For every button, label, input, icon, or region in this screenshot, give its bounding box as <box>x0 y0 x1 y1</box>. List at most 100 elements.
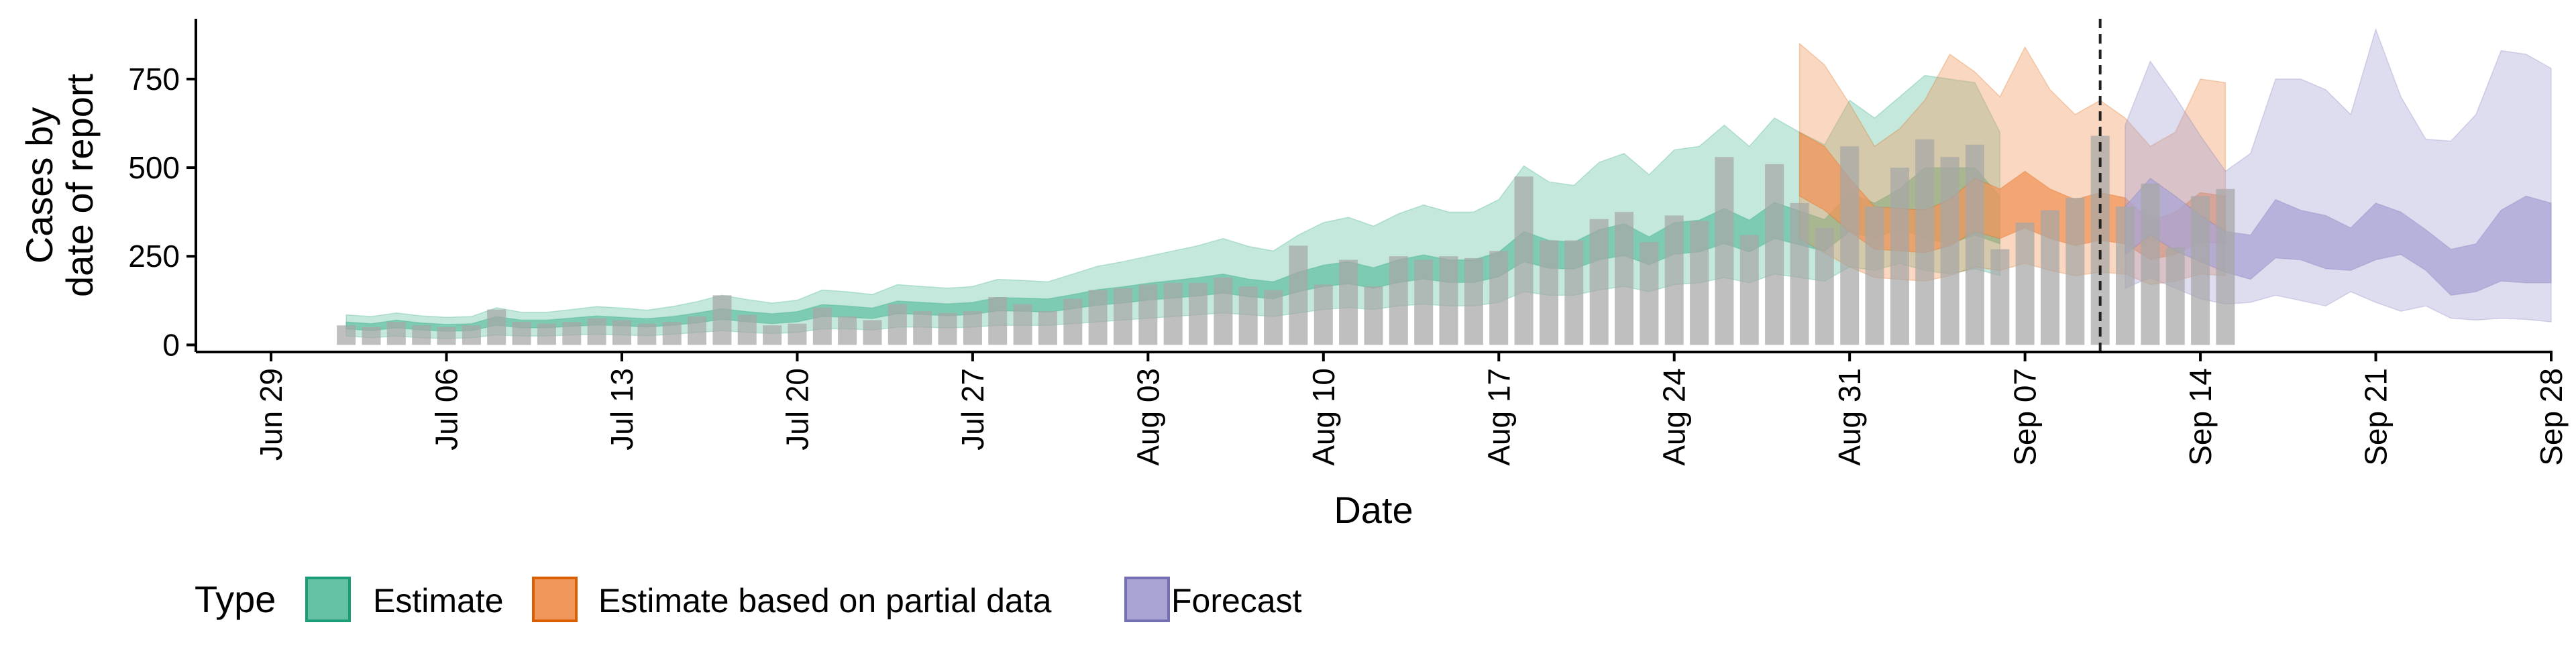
y-axis-title-line: date of report <box>58 74 101 298</box>
reported-cases-bar <box>1739 235 1759 345</box>
reported-cases-bar <box>587 318 606 345</box>
reported-cases-bar <box>1564 240 1584 345</box>
reported-cases-bar <box>512 322 531 345</box>
reported-cases-bar <box>763 325 782 345</box>
x-tick-label: Jun 29 <box>254 368 288 461</box>
reported-cases-bar <box>1890 168 1909 345</box>
legend-label: Estimate based on partial data <box>598 582 1052 620</box>
reported-cases-bar <box>1339 259 1358 345</box>
reported-cases-bar <box>1540 240 1558 345</box>
reported-cases-bar <box>1364 286 1383 345</box>
x-tick-label: Sep 21 <box>2359 368 2394 466</box>
reported-cases-bar <box>1840 146 1860 345</box>
reported-cases-bar <box>1765 164 1784 345</box>
legend-key-swatch <box>305 577 351 622</box>
reported-cases-bar <box>1664 215 1684 345</box>
reported-cases-bar <box>1915 139 1935 345</box>
reported-cases-bar <box>1138 284 1158 345</box>
reported-cases-bar <box>362 327 381 345</box>
reported-cases-bar <box>1489 251 1509 345</box>
reported-cases-bar <box>1865 207 1884 345</box>
reported-cases-bar <box>1389 256 1408 345</box>
reported-cases-bar <box>938 312 957 345</box>
x-tick-label: Sep 28 <box>2534 368 2569 466</box>
reported-cases-bar <box>688 316 706 345</box>
reported-cases-bar <box>1640 242 1659 345</box>
reported-cases-bar <box>1063 298 1083 345</box>
legend-key-swatch <box>532 577 578 622</box>
reported-cases-bar <box>2065 198 2085 345</box>
reported-cases-bar <box>1940 157 1960 345</box>
reported-cases-bar <box>1790 202 1809 345</box>
legend-key-swatch <box>1124 577 1170 622</box>
reported-cases-bar <box>1965 144 1984 345</box>
reported-cases-bar <box>462 325 481 345</box>
x-tick-label: Jul 13 <box>604 368 639 451</box>
reported-cases-bar <box>437 327 456 345</box>
reported-cases-bar <box>712 295 732 345</box>
reported-cases-bar <box>2141 183 2160 345</box>
reported-cases-bar <box>1815 227 1834 345</box>
y-tick-label: 500 <box>128 150 180 185</box>
x-tick-label: Aug 17 <box>1481 368 1516 466</box>
reported-cases-bar <box>1289 245 1308 345</box>
y-tick-label: 750 <box>128 62 180 97</box>
y-axis-title-line: Cases by <box>18 107 60 263</box>
reported-cases-bar <box>412 325 431 345</box>
reported-cases-bar <box>2165 247 2185 345</box>
x-tick-label: Aug 24 <box>1657 368 1692 466</box>
legend: Type Estimate Estimate based on partial da… <box>195 577 1302 622</box>
x-tick-label: Aug 10 <box>1306 368 1341 466</box>
reported-cases-bar <box>562 322 582 345</box>
reported-cases-bar <box>1163 282 1183 345</box>
reported-cases-bar <box>888 304 907 345</box>
legend-title: Type <box>195 578 276 620</box>
reported-cases-bar <box>537 323 556 345</box>
reported-cases-bar <box>1990 249 2010 345</box>
reported-cases-bar <box>2041 210 2059 345</box>
reported-cases-bar <box>1264 290 1283 345</box>
reported-cases-bar <box>1088 290 1108 345</box>
reported-cases-bar <box>1514 176 1534 345</box>
reported-cases-bar <box>788 323 807 345</box>
reported-cases-bar <box>913 311 932 345</box>
x-tick-label: Sep 07 <box>2008 368 2043 466</box>
reported-cases-bar <box>1214 278 1233 345</box>
reported-cases-bar <box>386 322 406 345</box>
reported-cases-bar <box>838 316 857 345</box>
x-tick-label: Aug 03 <box>1130 368 1165 466</box>
reported-cases-bar <box>1615 212 1633 345</box>
reported-cases-bar <box>2191 196 2210 345</box>
reported-cases-bar <box>1114 288 1132 345</box>
y-tick-label: 250 <box>128 239 180 274</box>
reported-cases-bar <box>1313 284 1333 345</box>
y-tick-label: 0 <box>162 327 180 362</box>
x-tick-label: Jul 27 <box>955 368 990 451</box>
reported-cases-bar <box>1715 157 1734 345</box>
bar-layer <box>337 135 2235 345</box>
reported-cases-bar <box>2116 207 2135 345</box>
reported-cases-bar <box>1439 256 1458 345</box>
x-tick-label: Sep 14 <box>2183 368 2218 466</box>
reported-cases-bar <box>812 307 832 345</box>
axes-layer: 0 250 500 750 Jun 29 Jul 06 Jul 13 Jul 20 Jul 27… <box>18 19 2569 531</box>
reported-cases-bar <box>487 309 506 345</box>
legend-label: Forecast <box>1171 582 1302 620</box>
reported-cases-bar <box>1038 311 1057 345</box>
reported-cases-bar <box>612 320 631 345</box>
reported-cases-bar <box>863 320 882 345</box>
reported-cases-bar <box>2015 223 2035 345</box>
x-tick-label: Jul 06 <box>429 368 464 451</box>
reported-cases-bar <box>988 297 1008 345</box>
reported-cases-bar <box>1013 304 1032 345</box>
reported-cases-bar <box>2216 188 2235 345</box>
reported-cases-bar <box>1690 221 1709 345</box>
reported-cases-bar <box>662 322 682 345</box>
x-tick-label: Aug 31 <box>1832 368 1867 466</box>
reported-cases-bar <box>1189 282 1208 345</box>
x-tick-label: Jul 20 <box>780 368 814 451</box>
reported-cases-bar <box>963 311 982 345</box>
reported-cases-bar <box>1238 286 1258 345</box>
